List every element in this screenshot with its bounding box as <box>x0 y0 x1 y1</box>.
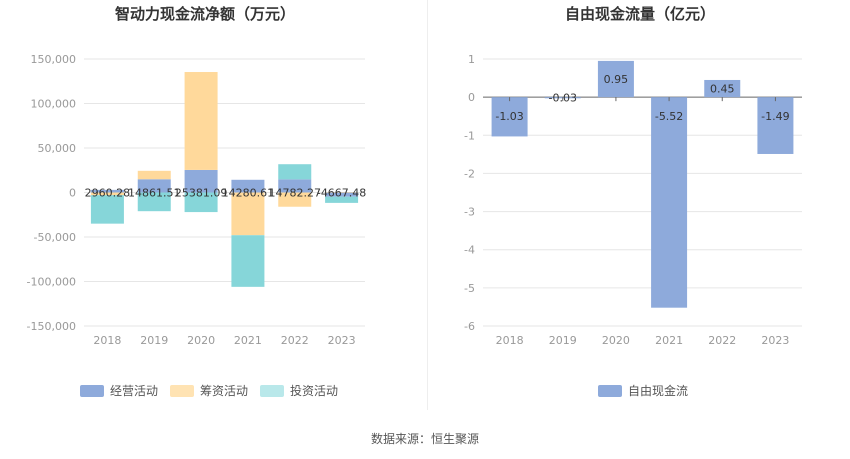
data-label: -4667.48 <box>317 187 366 200</box>
bar-经营活动 <box>90 189 124 193</box>
bar-筹资活动 <box>325 192 359 193</box>
data-label: -0.03 <box>549 92 577 105</box>
panel-divider <box>427 0 428 410</box>
y-tick-label: -150,000 <box>27 320 76 333</box>
bar-free-cash-flow <box>597 60 634 98</box>
legend-label-fcf: 自由现金流 <box>628 384 689 398</box>
bar-筹资活动 <box>231 192 265 236</box>
data-label: -5.52 <box>655 110 683 123</box>
x-tick-label: 2019 <box>549 334 577 347</box>
chart2-legend: 自由现金流 <box>598 382 688 399</box>
bar-筹资活动 <box>137 170 171 180</box>
x-tick-label: 2018 <box>93 334 121 347</box>
y-tick-label: 50,000 <box>38 142 77 155</box>
bar-投资活动 <box>137 192 171 212</box>
y-tick-label: 0 <box>69 187 76 200</box>
data-label: 2960.28 <box>85 187 131 200</box>
bar-经营活动 <box>231 179 265 193</box>
data-label: 25381.09 <box>175 187 228 200</box>
y-tick-label: 100,000 <box>31 98 77 111</box>
bar-投资活动 <box>325 196 359 203</box>
y-tick-label: -100,000 <box>27 276 76 289</box>
data-label: 14782.27 <box>269 187 322 200</box>
data-source-note: 数据来源：恒生聚源 <box>370 432 479 446</box>
x-tick-label: 2023 <box>328 334 356 347</box>
legend-swatch-fcf <box>598 384 622 397</box>
y-tick-label: -4 <box>464 244 475 257</box>
bar-free-cash-flow <box>704 79 741 98</box>
y-tick-label: -2 <box>464 167 475 180</box>
x-tick-label: 2023 <box>761 334 789 347</box>
bar-投资活动 <box>184 192 218 213</box>
bar-经营活动 <box>325 192 359 197</box>
y-tick-label: -1 <box>464 129 475 142</box>
bar-投资活动 <box>278 164 312 180</box>
data-label: 14861.51 <box>128 187 181 200</box>
bar-free-cash-flow <box>757 97 794 154</box>
x-tick-label: 2022 <box>281 334 309 347</box>
legend-item-investing[interactable]: 投资活动 <box>260 382 338 399</box>
x-tick-label: 2019 <box>140 334 168 347</box>
x-tick-label: 2021 <box>234 334 262 347</box>
bar-经营活动 <box>278 179 312 193</box>
x-tick-label: 2020 <box>187 334 215 347</box>
chart1-title: 智动力现金流净额（万元） <box>114 5 295 23</box>
chart2-title: 自由现金流量（亿元） <box>564 5 715 23</box>
bar-free-cash-flow <box>651 97 688 308</box>
y-tick-label: -5 <box>464 282 475 295</box>
bar-经营活动 <box>137 179 171 193</box>
y-tick-label: -3 <box>464 206 475 219</box>
x-tick-label: 2022 <box>708 334 736 347</box>
y-tick-label: 1 <box>468 53 475 66</box>
x-tick-label: 2018 <box>496 334 524 347</box>
legend-label-financing: 筹资活动 <box>200 384 249 398</box>
bar-筹资活动 <box>278 192 312 207</box>
bar-筹资活动 <box>184 72 218 170</box>
x-tick-label: 2020 <box>602 334 630 347</box>
data-label: -1.03 <box>495 110 523 123</box>
chart1-legend: 经营活动 筹资活动 投资活动 <box>80 382 338 399</box>
bar-筹资活动 <box>90 192 124 196</box>
legend-item-fcf[interactable]: 自由现金流 <box>598 382 688 399</box>
legend-swatch-investing <box>260 384 285 397</box>
bar-free-cash-flow <box>491 97 528 137</box>
y-tick-label: -50,000 <box>34 231 76 244</box>
y-tick-label: 0 <box>468 91 475 104</box>
legend-item-financing[interactable]: 筹资活动 <box>170 382 248 399</box>
data-label: 14280.61 <box>222 187 275 200</box>
bar-投资活动 <box>231 235 265 287</box>
legend-label-investing: 投资活动 <box>290 384 339 398</box>
data-label: -1.49 <box>761 110 789 123</box>
legend-item-operating[interactable]: 经营活动 <box>80 382 158 399</box>
y-tick-label: -6 <box>464 320 475 333</box>
data-label: 0.45 <box>710 83 735 96</box>
legend-swatch-operating <box>80 384 104 397</box>
x-tick-label: 2021 <box>655 334 683 347</box>
legend-swatch-financing <box>170 384 195 397</box>
bar-经营活动 <box>184 169 218 193</box>
y-tick-label: 150,000 <box>31 53 77 66</box>
bar-投资活动 <box>90 195 124 224</box>
data-label: 0.95 <box>604 73 629 86</box>
legend-label-operating: 经营活动 <box>110 384 159 398</box>
